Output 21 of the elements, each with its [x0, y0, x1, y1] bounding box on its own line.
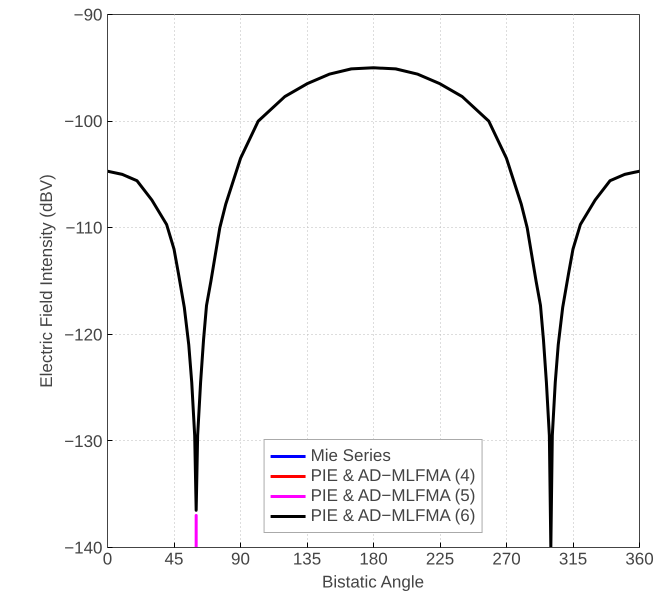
- y-axis-title: Electric Field Intensity (dBV): [37, 174, 56, 388]
- legend-label: PIE & AD−MLFMA (4): [310, 466, 476, 486]
- x-tick-label: 225: [426, 550, 454, 568]
- legend-label: PIE & AD−MLFMA (5): [310, 486, 476, 506]
- y-tick-label: −110: [65, 218, 102, 238]
- x-tick-label: 315: [558, 550, 588, 568]
- y-tick-label: −100: [64, 112, 103, 132]
- y-tick-label: −130: [64, 432, 103, 451]
- y-tick-label: −90: [74, 6, 103, 24]
- y-tick-label: −140: [64, 538, 103, 558]
- x-tick-label: 90: [231, 550, 250, 568]
- x-tick-label: 180: [359, 550, 388, 568]
- x-tick-label: 0: [102, 550, 112, 568]
- legend-label: PIE & AD−MLFMA (6): [310, 506, 476, 526]
- x-tick-label: 270: [492, 550, 521, 568]
- y-tick-label: −120: [64, 325, 103, 344]
- x-tick-label: 135: [292, 550, 322, 568]
- x-tick-label: 360: [625, 550, 654, 568]
- legend-label: Mie Series: [310, 446, 391, 466]
- x-tick-label: 45: [164, 550, 184, 568]
- x-axis-title: Bistatic Angle: [322, 572, 424, 592]
